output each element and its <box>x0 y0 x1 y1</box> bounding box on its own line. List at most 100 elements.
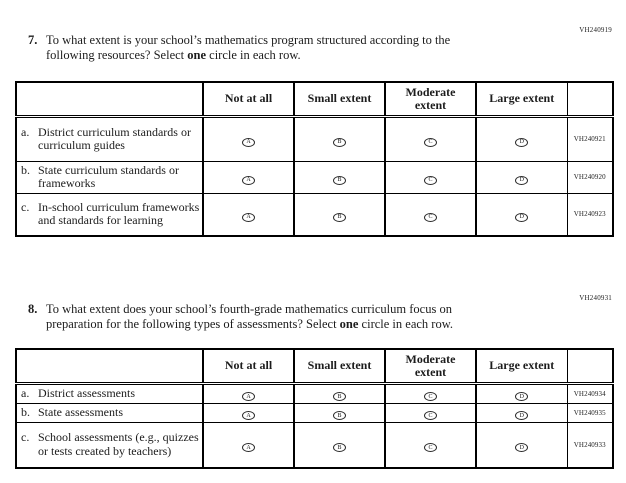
row-label: District curriculum standards or curricu… <box>38 124 191 152</box>
q8-row-a-cell-not-at-all: A <box>202 382 294 403</box>
row-letter: c. <box>21 199 30 214</box>
q7-header-not-at-all: Not at all <box>202 82 294 118</box>
question-8-line2-bold: one <box>339 317 359 331</box>
response-circle-a[interactable]: A <box>242 137 255 147</box>
response-circle-d[interactable]: D <box>515 392 529 401</box>
question-7-line2-bold: one <box>187 48 207 62</box>
response-circle-d[interactable]: D <box>515 443 529 453</box>
q8-row-c-cell-large-extent: D <box>475 421 567 468</box>
q8-row-b-cell-moderate-extent: C <box>384 402 476 422</box>
q8-header-stub <box>16 349 203 385</box>
response-circle-c[interactable]: C <box>424 212 437 222</box>
q7-row-b-cell-not-at-all: A <box>202 160 294 193</box>
q8-header-not-at-all: Not at all <box>202 349 294 385</box>
table-row: c. School assessments (e.g., quizzes or t… <box>16 421 613 468</box>
q7-row-c-cell-large-extent: D <box>475 192 567 236</box>
row-label: School assessments (e.g., quizzes or tes… <box>38 430 199 458</box>
response-circle-a[interactable]: A <box>242 392 255 401</box>
response-circle-a[interactable]: A <box>242 443 255 453</box>
response-circle-b[interactable]: B <box>333 392 346 401</box>
q8-row-b-stub: b. State assessments <box>16 402 203 422</box>
question-8: 8. To what extent does your school’s fou… <box>28 302 603 332</box>
row-code: VH240933 <box>566 421 613 468</box>
question-8-code: VH240931 <box>579 294 612 302</box>
q7-row-c-cell-small-extent: B <box>293 192 385 236</box>
response-circle-d[interactable]: D <box>515 212 529 222</box>
row-label: In-school curriculum frameworks and stan… <box>38 199 200 228</box>
row-label: State assessments <box>38 404 123 419</box>
q8-row-c-cell-small-extent: B <box>293 421 385 468</box>
row-code: VH240923 <box>566 192 613 236</box>
row-letter: b. <box>21 162 30 177</box>
response-circle-d[interactable]: D <box>515 137 529 147</box>
q8-header-code <box>566 349 613 385</box>
table-row: c. In-school curriculum frameworks and st… <box>16 192 613 236</box>
row-letter: a. <box>21 124 30 139</box>
question-7-line1: To what extent is your school’s mathemat… <box>46 33 451 47</box>
response-circle-b[interactable]: B <box>333 411 346 420</box>
question-8-number: 8. <box>28 302 38 316</box>
q7-header-moderate-extent: Moderate extent <box>384 82 476 118</box>
table-row: b. State curriculum standards or framewor… <box>16 160 613 193</box>
question-8-line2-post: circle in each row. <box>358 317 454 331</box>
response-circle-b[interactable]: B <box>333 175 346 185</box>
row-code: VH240921 <box>566 115 613 161</box>
q8-row-a-stub: a. District assessments <box>16 382 203 403</box>
response-circle-a[interactable]: A <box>242 175 255 185</box>
row-label: District assessments <box>38 385 135 400</box>
q7-row-a-cell-not-at-all: A <box>202 115 294 161</box>
q7-row-b-cell-small-extent: B <box>293 160 385 193</box>
q8-row-a-cell-moderate-extent: C <box>384 382 476 403</box>
q7-header-stub <box>16 82 203 118</box>
q8-header-large-extent: Large extent <box>475 349 567 385</box>
question-7-line2-post: circle in each row. <box>206 48 301 62</box>
response-circle-b[interactable]: B <box>333 137 346 147</box>
table-row: a. District assessments A B C D VH240934 <box>16 382 613 403</box>
question-8-text: To what extent does your school’s fourth… <box>46 302 453 332</box>
q7-row-c-stub: c. In-school curriculum frameworks and st… <box>16 192 203 236</box>
q8-header-small-extent: Small extent <box>293 349 385 385</box>
q8-row-b-cell-large-extent: D <box>475 402 567 422</box>
question-7-code: VH240919 <box>579 26 612 34</box>
q7-row-b-stub: b. State curriculum standards or framewor… <box>16 160 203 193</box>
row-code: VH240920 <box>566 160 613 193</box>
row-code: VH240934 <box>566 382 613 403</box>
q8-row-b-cell-small-extent: B <box>293 402 385 422</box>
response-circle-d[interactable]: D <box>515 411 529 420</box>
question-8-line1: To what extent does your school’s fourth… <box>46 302 452 316</box>
question-7-text: To what extent is your school’s mathemat… <box>46 33 450 63</box>
q8-header-moderate-extent: Moderate extent <box>384 349 476 385</box>
q7-header-small-extent: Small extent <box>293 82 385 118</box>
row-letter: b. <box>21 404 30 419</box>
q7-header-code <box>566 82 613 118</box>
q7-row-c-cell-moderate-extent: C <box>384 192 476 236</box>
response-circle-c[interactable]: C <box>424 392 437 401</box>
q7-header-large-extent: Large extent <box>475 82 567 118</box>
row-letter: c. <box>21 430 30 445</box>
response-circle-d[interactable]: D <box>515 175 529 185</box>
response-circle-c[interactable]: C <box>424 175 437 185</box>
question-7-number: 7. <box>28 33 38 47</box>
response-circle-a[interactable]: A <box>242 411 255 420</box>
row-code: VH240935 <box>566 402 613 422</box>
response-circle-a[interactable]: A <box>242 212 255 222</box>
response-circle-c[interactable]: C <box>424 443 437 453</box>
q7-response-table: Not at all Small extent Moderate extent … <box>15 81 614 237</box>
response-circle-b[interactable]: B <box>333 443 346 453</box>
question-7-line2: following resources? Select one circle i… <box>46 48 450 63</box>
response-circle-c[interactable]: C <box>424 411 437 420</box>
q7-row-b-cell-moderate-extent: C <box>384 160 476 193</box>
question-7: 7. To what extent is your school’s mathe… <box>28 33 603 63</box>
response-circle-b[interactable]: B <box>333 212 346 222</box>
response-circle-c[interactable]: C <box>424 137 437 147</box>
q7-row-a-cell-small-extent: B <box>293 115 385 161</box>
table-row: a. District curriculum standards or curri… <box>16 115 613 161</box>
row-label: State curriculum standards or frameworks <box>38 162 179 190</box>
q7-row-c-cell-not-at-all: A <box>202 192 294 236</box>
row-letter: a. <box>21 385 30 400</box>
q8-row-c-cell-not-at-all: A <box>202 421 294 468</box>
q8-row-c-stub: c. School assessments (e.g., quizzes or t… <box>16 421 203 468</box>
q8-header-row: Not at all Small extent Moderate extent … <box>16 349 613 385</box>
q8-row-a-cell-large-extent: D <box>475 382 567 403</box>
